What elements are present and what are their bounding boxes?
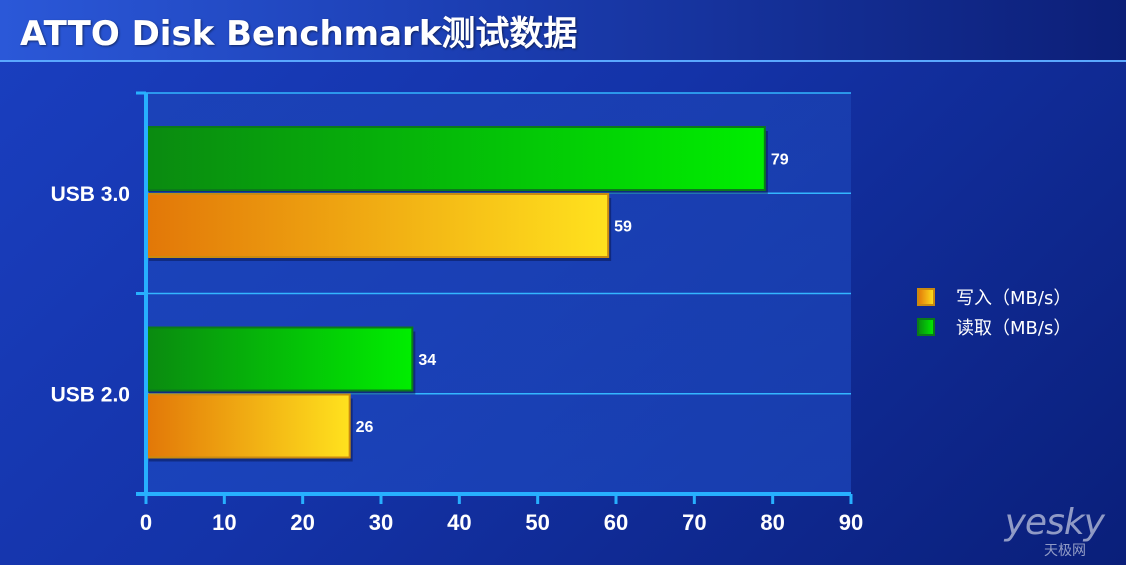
legend-label: 读取（MB/s）: [956, 318, 1071, 339]
x-tick-label: 30: [369, 510, 393, 535]
x-tick-label: 80: [760, 510, 784, 535]
page-title: ATTO Disk Benchmark测试数据: [20, 14, 578, 54]
watermark-logo: yesky: [1004, 502, 1105, 543]
bar-write: [145, 393, 351, 459]
x-tick-label: 0: [140, 510, 152, 535]
watermark-sub: 天极网: [1044, 543, 1086, 559]
x-tick-label: 90: [839, 510, 863, 535]
data-label: 26: [356, 419, 374, 436]
bar-write: [145, 193, 610, 258]
bar-read: [145, 326, 414, 392]
data-label: 59: [614, 219, 632, 236]
x-tick-label: 70: [682, 510, 706, 535]
x-tick-label: 40: [447, 510, 471, 535]
x-tick-label: 10: [212, 510, 236, 535]
data-label: 34: [418, 352, 436, 369]
data-label: 79: [771, 152, 789, 169]
category-label: USB 3.0: [51, 183, 130, 206]
category-label: USB 2.0: [51, 384, 130, 407]
legend-swatch: [917, 318, 935, 336]
legend-label: 写入（MB/s）: [956, 288, 1071, 309]
x-tick-label: 50: [525, 510, 549, 535]
x-tick-label: 60: [604, 510, 628, 535]
title-bar: ATTO Disk Benchmark测试数据: [0, 0, 1126, 62]
legend-swatch: [917, 288, 935, 306]
x-tick-label: 20: [290, 510, 314, 535]
bar-read: [145, 126, 766, 191]
